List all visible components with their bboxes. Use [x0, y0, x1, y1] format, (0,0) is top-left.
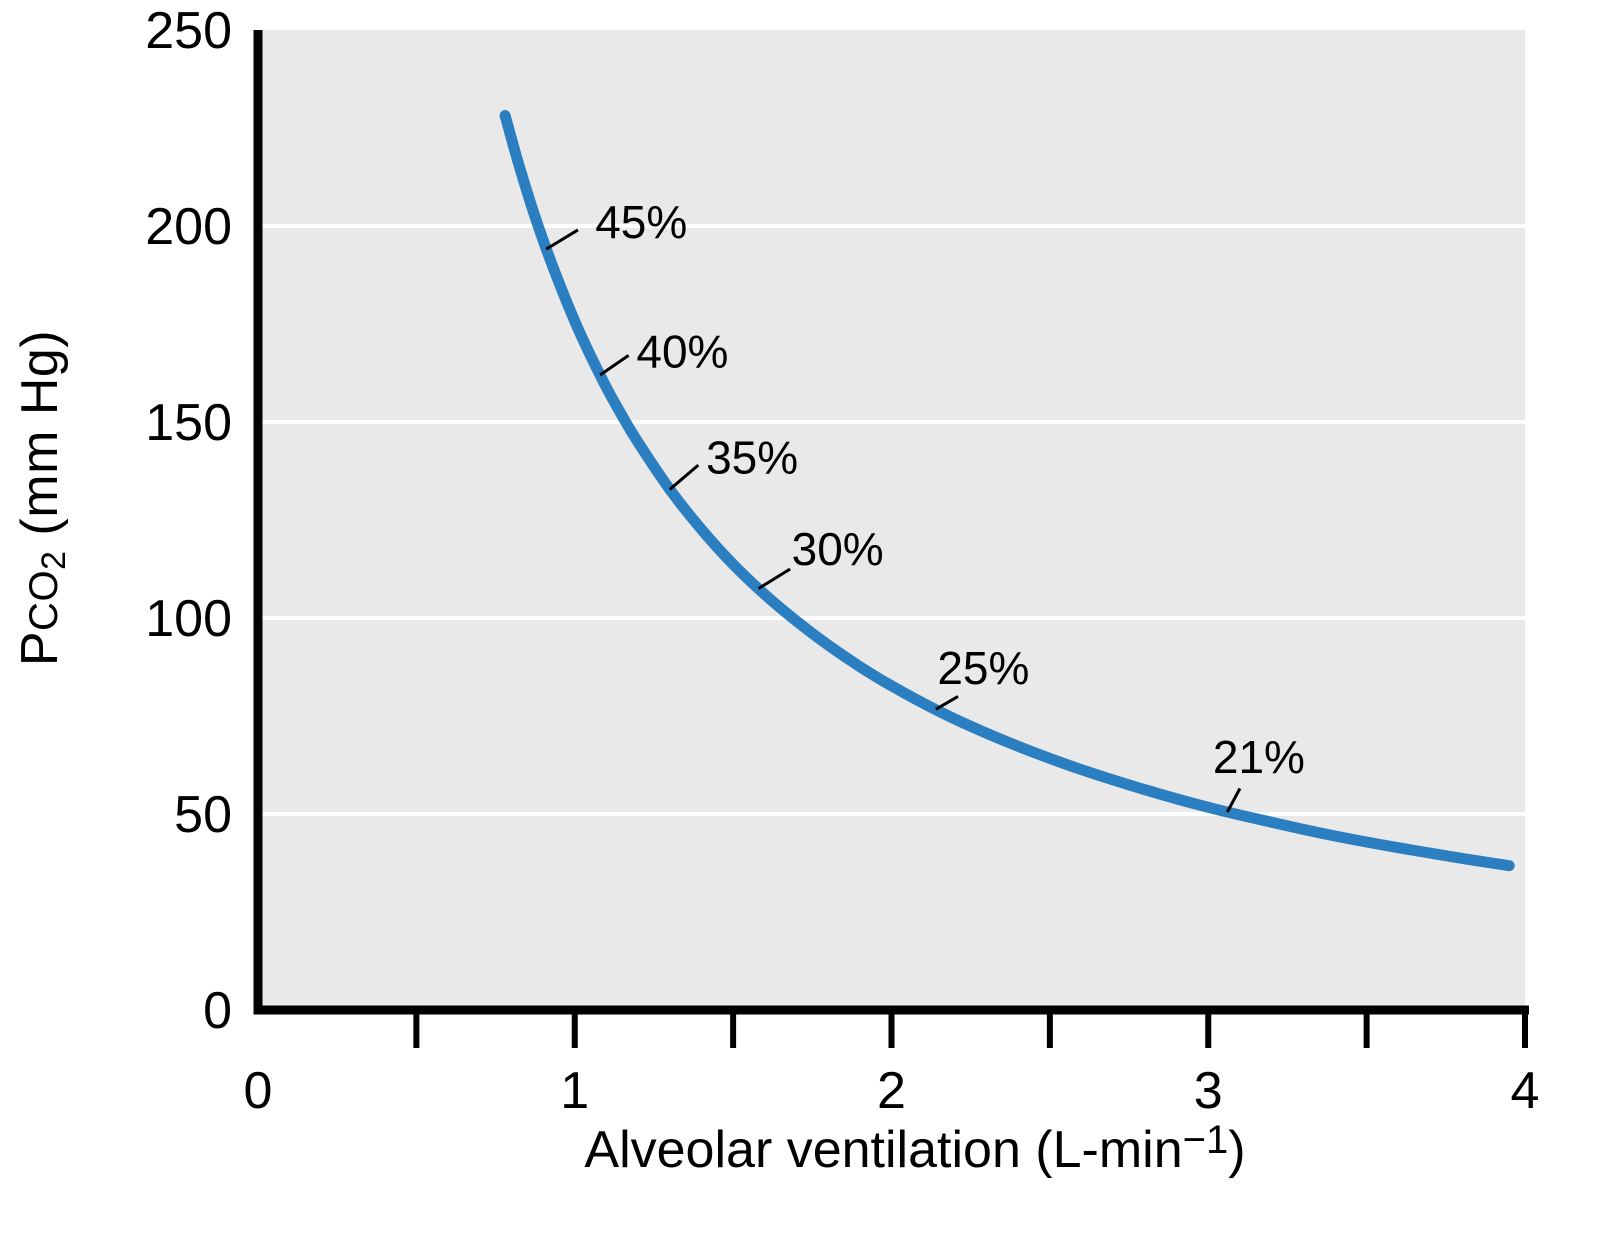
plot-background	[258, 30, 1525, 1010]
annotation-leader-45%	[545, 228, 579, 251]
x-axis-title-superscript: −1	[1182, 1118, 1229, 1162]
x-tick-label-3: 3	[1194, 1062, 1223, 1120]
annotation-leader-40%	[599, 354, 630, 377]
axis-lines	[253, 30, 1529, 1015]
y-axis-title-prefix: P	[11, 630, 69, 667]
annotation-label-30%: 30%	[792, 523, 884, 575]
y-tick-label-50: 50	[174, 786, 232, 844]
y-tick-label-0: 0	[203, 982, 232, 1040]
annotation-label-25%: 25%	[937, 642, 1029, 694]
annotation-leader-21%	[1225, 787, 1242, 813]
y-axis-title-subscript: 2	[35, 550, 73, 570]
y-axis-title-smallcaps: CO	[22, 569, 66, 631]
annotation-label-35%: 35%	[706, 431, 798, 483]
y-tick-label-100: 100	[145, 590, 232, 648]
y-tick-label-250: 250	[145, 2, 232, 60]
x-axis-title-suffix: )	[1228, 1121, 1246, 1179]
annotation-leader-35%	[668, 463, 700, 491]
ventilation-curve	[499, 110, 1515, 872]
y-axis-title: PCO2 (mm Hg)	[10, 330, 74, 666]
x-tick-label-0: 0	[244, 1062, 273, 1120]
x-tick-label-4: 4	[1511, 1062, 1540, 1120]
annotation-label-21%: 21%	[1213, 731, 1305, 783]
x-tick-label-2: 2	[877, 1062, 906, 1120]
y-axis-title-suffix: (mm Hg)	[11, 329, 69, 551]
annotation-leader-25%	[935, 695, 959, 711]
annotation-label-45%: 45%	[595, 196, 687, 248]
y-tick-label-200: 200	[145, 198, 232, 256]
x-tick-label-1: 1	[560, 1062, 589, 1120]
y-tick-label-150: 150	[145, 394, 232, 452]
annotation-label-40%: 40%	[636, 325, 728, 377]
x-axis-title: Alveolar ventilation (L-min−1)	[584, 1118, 1245, 1180]
x-axis-title-main: Alveolar ventilation (L-min	[584, 1121, 1183, 1179]
annotation-leader-30%	[757, 567, 791, 590]
